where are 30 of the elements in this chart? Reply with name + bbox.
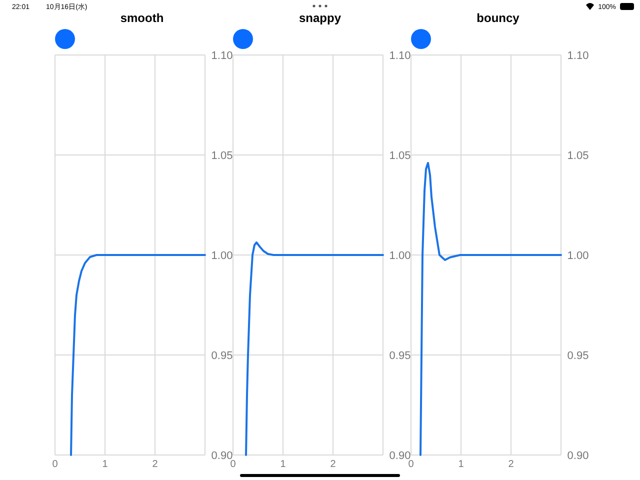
y-tick-label: 1.10 bbox=[567, 50, 589, 62]
y-tick-label: 1.00 bbox=[211, 250, 233, 262]
y-tick-label: 1.00 bbox=[567, 250, 589, 262]
y-tick-label: 0.90 bbox=[211, 450, 233, 462]
y-tick-label: 0.90 bbox=[389, 450, 411, 462]
x-tick-label: 2 bbox=[330, 459, 336, 470]
x-tick-label: 2 bbox=[152, 459, 158, 470]
y-tick-label: 0.95 bbox=[211, 350, 233, 362]
y-tick-label: 0.95 bbox=[389, 350, 411, 362]
y-tick-label: 1.00 bbox=[389, 250, 411, 262]
x-tick-label: 0 bbox=[52, 459, 58, 470]
y-tick-label: 1.05 bbox=[567, 150, 589, 162]
x-tick-label: 0 bbox=[230, 459, 236, 470]
x-tick-label: 0 bbox=[408, 459, 414, 470]
x-tick-label: 1 bbox=[102, 459, 108, 470]
x-tick-label: 1 bbox=[458, 459, 464, 470]
y-tick-label: 1.10 bbox=[389, 50, 411, 62]
line-series bbox=[70, 254, 206, 456]
y-tick-label: 1.10 bbox=[211, 50, 233, 62]
x-tick-label: 2 bbox=[508, 459, 514, 470]
chart-title: snappy bbox=[298, 11, 342, 25]
chart-title: bouncy bbox=[476, 11, 520, 25]
line-series bbox=[245, 241, 384, 456]
line-series bbox=[420, 162, 562, 456]
y-tick-label: 0.95 bbox=[567, 350, 589, 362]
chart-title: smooth bbox=[120, 11, 164, 25]
x-tick-label: 1 bbox=[280, 459, 286, 470]
y-tick-label: 0.90 bbox=[567, 450, 589, 462]
y-tick-label: 1.05 bbox=[211, 150, 233, 162]
y-tick-label: 1.05 bbox=[389, 150, 411, 162]
